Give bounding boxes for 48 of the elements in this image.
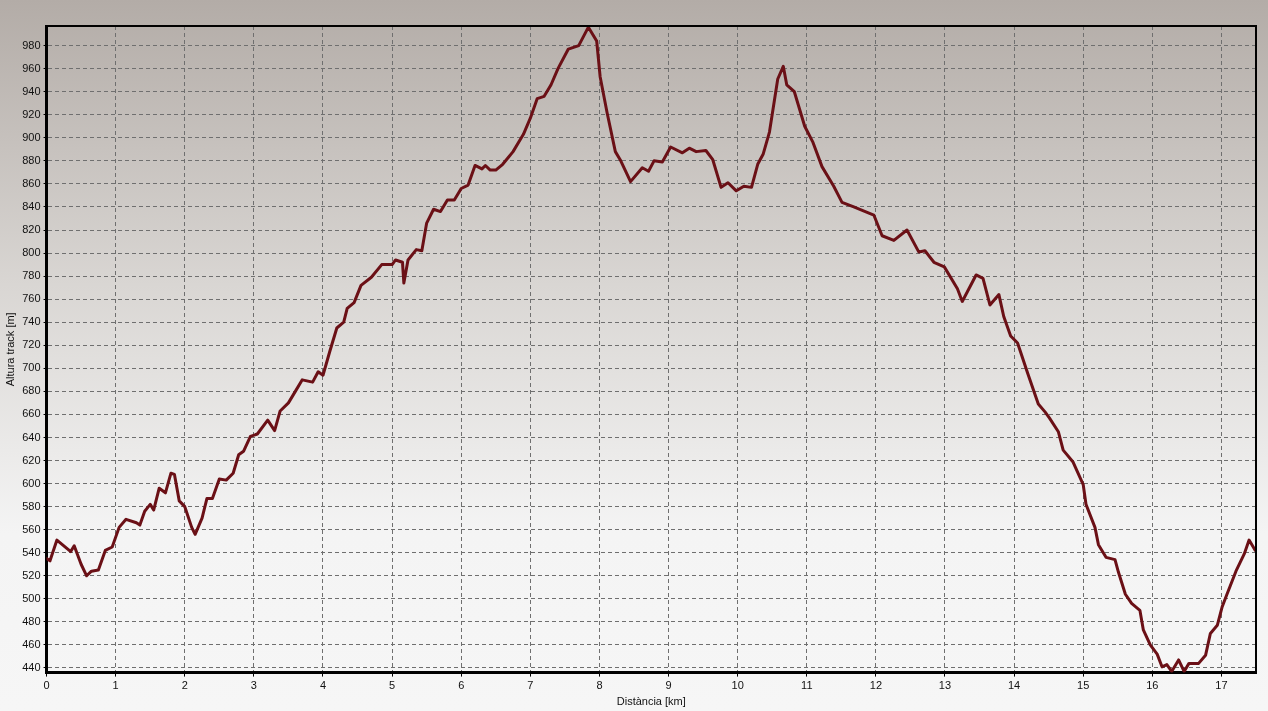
y-tick-label: 940 [22, 84, 41, 97]
x-tick-label: 15 [1077, 679, 1090, 692]
x-axis-title: Distància [km] [616, 695, 686, 708]
y-tick-label: 960 [22, 61, 41, 74]
y-tick-label: 480 [22, 614, 41, 627]
y-tick-label: 640 [22, 430, 41, 443]
x-tick-label: 7 [527, 679, 534, 692]
y-tick-label: 760 [22, 292, 41, 305]
y-tick-label: 680 [22, 384, 41, 397]
x-tick-label: 12 [869, 679, 883, 692]
y-tick-label: 920 [22, 107, 41, 120]
y-tick-label: 700 [22, 361, 41, 374]
x-tick-label: 13 [938, 679, 952, 692]
x-tick-label: 1 [112, 679, 119, 692]
y-axis-title: Altura track [m] [3, 312, 16, 387]
x-tick-label: 4 [319, 679, 327, 692]
x-tick-label: 10 [731, 679, 744, 692]
y-tick-label: 540 [22, 545, 41, 558]
y-tick-label: 980 [22, 38, 41, 51]
y-tick-label: 600 [22, 476, 41, 489]
x-tick-label: 5 [389, 679, 396, 692]
y-tick-label: 560 [22, 522, 41, 535]
x-tick-label: 8 [596, 679, 603, 692]
x-tick-label: 9 [665, 679, 672, 692]
y-tick-label: 500 [22, 591, 41, 604]
y-tick-label: 520 [22, 568, 41, 581]
x-tick-label: 0 [43, 679, 50, 692]
y-tick-label: 840 [22, 199, 41, 212]
y-tick-label: 720 [22, 338, 41, 351]
x-tick-label: 11 [801, 679, 813, 692]
y-tick-label: 820 [22, 223, 41, 236]
y-tick-label: 860 [22, 176, 41, 189]
y-tick-label: 460 [22, 637, 41, 650]
y-tick-label: 880 [22, 153, 41, 166]
y-tick-label: 800 [22, 246, 41, 259]
y-tick-label: 660 [22, 407, 41, 420]
y-tick-label: 900 [22, 130, 41, 143]
x-tick-label: 3 [250, 679, 257, 692]
y-tick-label: 780 [22, 269, 41, 282]
x-tick-label: 16 [1146, 679, 1159, 692]
x-tick-label: 2 [181, 679, 188, 692]
x-tick-label: 14 [1007, 679, 1021, 692]
y-tick-label: 580 [22, 499, 41, 512]
x-tick-label: 17 [1215, 679, 1228, 692]
y-tick-label: 440 [22, 661, 41, 674]
x-tick-label: 6 [458, 679, 465, 692]
y-tick-label: 620 [22, 453, 41, 466]
y-tick-label: 740 [22, 315, 41, 328]
